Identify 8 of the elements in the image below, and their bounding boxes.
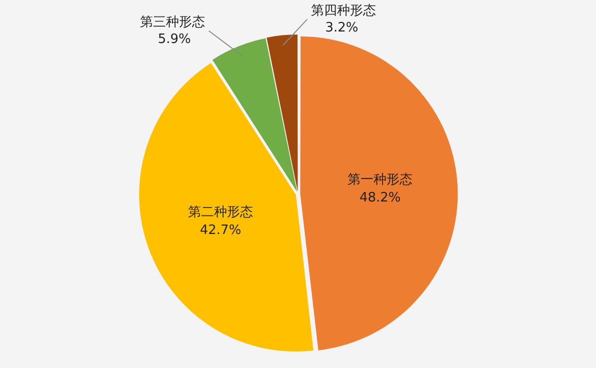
data-label: 5.9% xyxy=(158,32,191,48)
slice-label: 第一种形态 xyxy=(348,172,413,188)
slice-label: 第二种形态 xyxy=(188,204,254,220)
data-label: 48.2% xyxy=(359,190,401,206)
slice-label: 第四种形态 xyxy=(311,4,376,19)
data-label: 42.7% xyxy=(200,222,242,238)
data-label: 3.2% xyxy=(325,20,358,36)
slice-label: 第三种形态 xyxy=(140,15,205,30)
